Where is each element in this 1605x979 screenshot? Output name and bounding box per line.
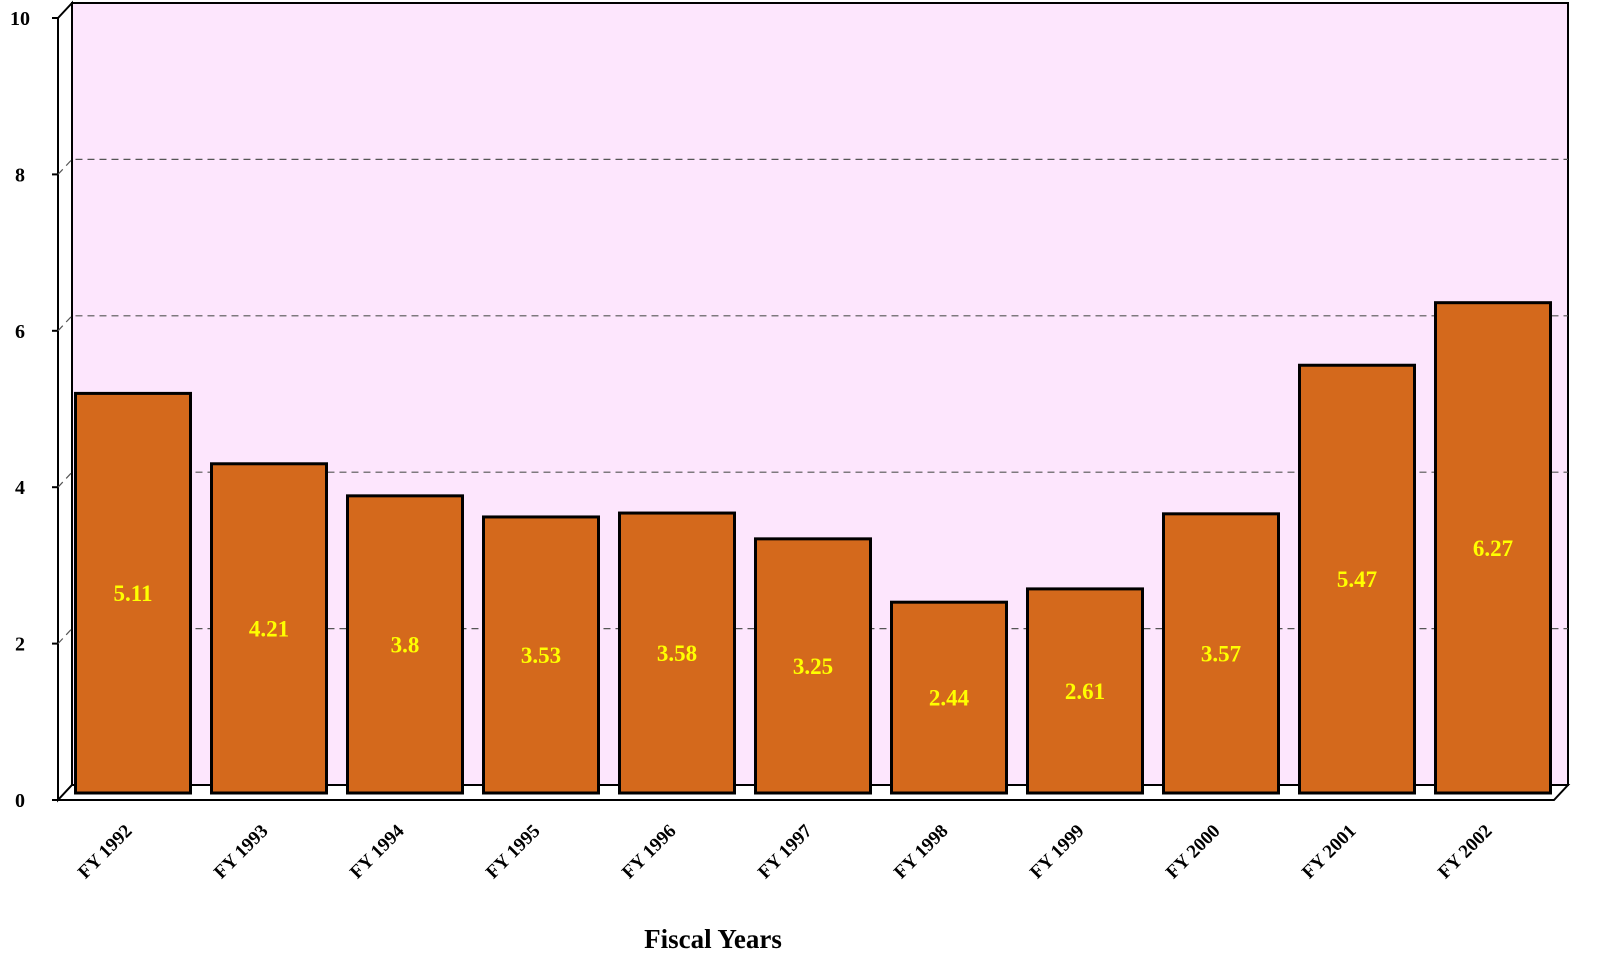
bar (890, 600, 1008, 795)
x-tick-label: FY 1992 (74, 821, 136, 883)
value-label: 3.57 (1201, 641, 1241, 666)
bar (482, 515, 600, 795)
value-label: 3.25 (793, 654, 833, 679)
x-tick-label: FY 1994 (346, 820, 409, 883)
x-axis-title: Fiscal Years (644, 924, 782, 954)
x-tick-label: FY 1997 (754, 820, 817, 883)
value-label: 4.21 (249, 616, 289, 641)
value-label: 6.27 (1473, 536, 1513, 561)
value-label: 5.47 (1337, 567, 1377, 592)
y-tick-label: 0 (15, 790, 25, 812)
grid-line (57, 471, 1568, 488)
x-tick-label: FY 1999 (1026, 821, 1088, 883)
grid-line (57, 158, 1568, 175)
value-label: 3.8 (391, 632, 420, 657)
x-tick-label: FY 1996 (618, 821, 680, 883)
value-label: 2.44 (929, 686, 970, 711)
bar (618, 511, 736, 795)
y-tick-label: 4 (15, 477, 25, 499)
y-tick-label: 2 (15, 634, 25, 656)
side-wall (57, 0, 73, 803)
x-tick-label: FY 2001 (1298, 821, 1360, 883)
bar (1298, 363, 1416, 795)
bar (1434, 301, 1552, 795)
x-tick-label: FY 2002 (1434, 821, 1496, 883)
x-tick-label: FY 1993 (210, 821, 272, 883)
value-label: 3.53 (521, 643, 561, 668)
bar (346, 494, 464, 795)
bar (210, 462, 328, 795)
bar (754, 537, 872, 795)
y-tick-label: 8 (15, 164, 25, 186)
y-tick-label: 10 (10, 8, 30, 30)
y-tick-label: 6 (15, 321, 25, 343)
x-tick-label: FY 1995 (482, 821, 544, 883)
x-tick-label: FY 2000 (1162, 821, 1224, 883)
grid-line (57, 315, 1568, 332)
bar (74, 391, 192, 795)
bar (1162, 512, 1280, 795)
x-tick-label: FY 1998 (890, 821, 952, 883)
value-label: 2.61 (1065, 679, 1105, 704)
bar (1026, 587, 1144, 795)
value-label: 3.58 (657, 641, 697, 666)
grid-line (57, 627, 1568, 645)
value-label: 5.11 (114, 581, 153, 606)
